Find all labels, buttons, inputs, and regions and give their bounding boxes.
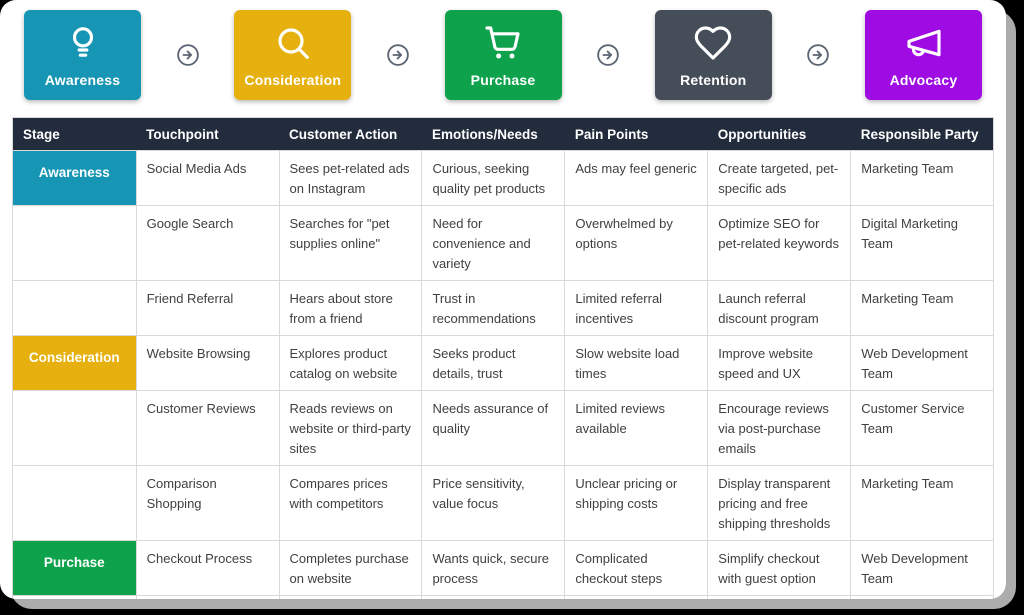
emotions-cell: Trust in recommendations xyxy=(421,280,566,336)
emotions-cell: Price sensitivity, value focus xyxy=(421,465,566,541)
column-header: Touchpoint xyxy=(136,117,280,151)
journey-map-card: Awareness Consideration Purchase Retention A… xyxy=(0,0,1006,599)
stage-connector xyxy=(141,42,234,68)
table-row: Friend Referral Hears about store from a … xyxy=(12,280,994,336)
emotions-cell: Need for convenience and variety xyxy=(421,205,566,281)
action-cell: Hears about store from a friend xyxy=(278,280,423,336)
table-row: Google Search Searches for "pet supplies … xyxy=(12,205,994,281)
pain-cell: Limited reviews available xyxy=(564,390,709,466)
touchpoint-cell: Social Media Ads xyxy=(135,150,280,206)
stage-connector xyxy=(562,42,655,68)
table-row: Payment OptionsChooses paymentNeeds flex… xyxy=(12,595,994,599)
action-cell: Sees pet-related ads on Instagram xyxy=(278,150,423,206)
touchpoint-cell: Google Search xyxy=(135,205,280,281)
action-cell: Completes purchase on website xyxy=(278,540,423,596)
party-cell: Web Development Team xyxy=(850,335,994,391)
touchpoint-cell: Website Browsing xyxy=(135,335,280,391)
touchpoint-cell: Customer Reviews xyxy=(135,390,280,466)
stage-cell: Purchase xyxy=(12,540,137,596)
stage-card-label: Consideration xyxy=(244,72,342,88)
party-cell: Customer Service Team xyxy=(850,390,994,466)
table-row: Comparison Shopping Compares prices with … xyxy=(12,465,994,541)
pain-cell: Limited payment xyxy=(564,595,709,599)
stage-cell: Consideration xyxy=(12,335,137,391)
opportunity-cell: Create targeted, pet-specific ads xyxy=(707,150,852,206)
stage-card-consideration: Consideration xyxy=(234,10,352,100)
column-header: Pain Points xyxy=(564,117,708,151)
table-row: Purchase Checkout Process Completes purcha… xyxy=(12,540,994,596)
action-cell: Explores product catalog on website xyxy=(278,335,423,391)
stage-cell xyxy=(12,205,137,281)
pain-cell: Ads may feel generic xyxy=(564,150,709,206)
opportunity-cell: Add mobile payment xyxy=(707,595,852,599)
action-cell: Compares prices with competitors xyxy=(278,465,423,541)
emotions-cell: Wants quick, secure process xyxy=(421,540,566,596)
stage-card-awareness: Awareness xyxy=(24,10,141,100)
party-cell: Marketing Team xyxy=(850,150,994,206)
party-cell: Finance Team xyxy=(850,595,994,599)
column-header: Responsible Party xyxy=(850,117,994,151)
party-cell: Web Development Team xyxy=(850,540,994,596)
column-header: Stage xyxy=(12,117,137,151)
opportunity-cell: Display transparent pricing and free shi… xyxy=(707,465,852,541)
stage-cell xyxy=(12,390,137,466)
stage-connector xyxy=(772,42,865,68)
column-header: Emotions/Needs xyxy=(421,117,565,151)
action-cell: Searches for "pet supplies online" xyxy=(278,205,423,281)
emotions-cell: Curious, seeking quality pet products xyxy=(421,150,566,206)
touchpoint-cell: Payment Options xyxy=(135,595,280,599)
party-cell: Digital Marketing Team xyxy=(850,205,994,281)
stage-cell xyxy=(12,465,137,541)
arrow-right-circle-icon xyxy=(175,42,201,68)
table-header-row: Stage Touchpoint Customer Action Emotions/N… xyxy=(12,117,994,151)
table-row: Customer Reviews Reads reviews on website… xyxy=(12,390,994,466)
emotions-cell: Seeks product details, trust xyxy=(421,335,566,391)
lightbulb-icon xyxy=(63,23,103,63)
arrow-right-circle-icon xyxy=(805,42,831,68)
touchpoint-cell: Friend Referral xyxy=(135,280,280,336)
opportunity-cell: Improve website speed and UX xyxy=(707,335,852,391)
megaphone-icon xyxy=(904,23,944,63)
party-cell: Marketing Team xyxy=(850,465,994,541)
stage-card-label: Retention xyxy=(680,72,747,88)
search-icon xyxy=(273,23,313,63)
arrow-right-circle-icon xyxy=(595,42,621,68)
shopping-cart-icon xyxy=(483,23,523,63)
journey-table: Stage Touchpoint Customer Action Emotions/N… xyxy=(12,117,994,599)
opportunity-cell: Simplify checkout with guest option xyxy=(707,540,852,596)
stage-card-label: Awareness xyxy=(44,72,121,88)
stage-connector xyxy=(351,42,444,68)
stage-card-retention: Retention xyxy=(654,10,772,100)
heart-icon xyxy=(693,23,733,63)
stage-card-advocacy: Advocacy xyxy=(865,10,982,100)
party-cell: Marketing Team xyxy=(850,280,994,336)
emotions-cell: Needs flexible, secure xyxy=(421,595,566,599)
pain-cell: Overwhelmed by options xyxy=(564,205,709,281)
opportunity-cell: Launch referral discount program xyxy=(707,280,852,336)
stage-card-purchase: Purchase xyxy=(444,10,562,100)
action-cell: Chooses payment xyxy=(278,595,423,599)
table-row: Consideration Website Browsing Explores pr… xyxy=(12,335,994,391)
stage-cell xyxy=(12,280,137,336)
stage-card-label: Advocacy xyxy=(889,72,958,88)
table-row: Awareness Social Media Ads Sees pet-relate… xyxy=(12,150,994,206)
touchpoint-cell: Checkout Process xyxy=(135,540,280,596)
stage-cell xyxy=(12,595,137,599)
stage-card-label: Purchase xyxy=(470,72,536,88)
pain-cell: Slow website load times xyxy=(564,335,709,391)
stage-cell: Awareness xyxy=(12,150,137,206)
action-cell: Reads reviews on website or third-party … xyxy=(278,390,423,466)
pain-cell: Complicated checkout steps xyxy=(564,540,709,596)
arrow-right-circle-icon xyxy=(385,42,411,68)
opportunity-cell: Optimize SEO for pet-related keywords xyxy=(707,205,852,281)
pain-cell: Limited referral incentives xyxy=(564,280,709,336)
stage-flow: Awareness Consideration Purchase Retention A… xyxy=(0,0,1006,100)
pain-cell: Unclear pricing or shipping costs xyxy=(564,465,709,541)
column-header: Opportunities xyxy=(707,117,851,151)
column-header: Customer Action xyxy=(279,117,422,151)
opportunity-cell: Encourage reviews via post-purchase emai… xyxy=(707,390,852,466)
touchpoint-cell: Comparison Shopping xyxy=(135,465,280,541)
emotions-cell: Needs assurance of quality xyxy=(421,390,566,466)
